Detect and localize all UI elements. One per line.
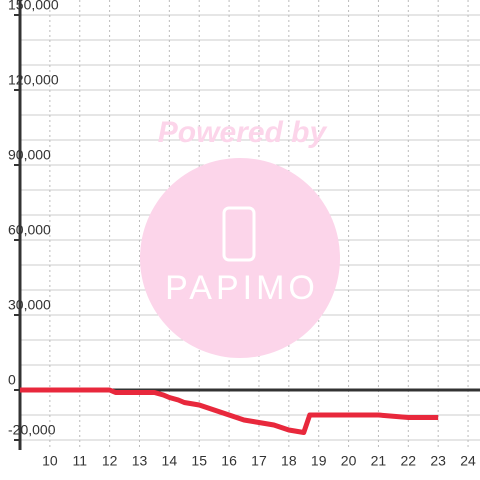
- x-tick-label: 13: [132, 453, 148, 469]
- y-tick-label: -20,000: [8, 422, 56, 438]
- x-tick-label: 14: [162, 453, 178, 469]
- x-tick-label: 15: [191, 453, 207, 469]
- data-line: [20, 387, 439, 435]
- x-tick-label: 20: [341, 453, 357, 469]
- y-tick-label: 120,000: [8, 72, 59, 88]
- axes: -20,000 0 30,000 60,000 90,000 120,000 150,000…: [8, 0, 480, 469]
- x-tick-label: 24: [460, 453, 476, 469]
- watermark-circle: [140, 158, 340, 358]
- x-tick-label: 19: [311, 453, 327, 469]
- watermark-text: Powered by: [158, 116, 328, 149]
- watermark: Powered by PAPIMO: [140, 116, 340, 358]
- x-tick-label: 16: [221, 453, 237, 469]
- x-tick-label: 22: [401, 453, 417, 469]
- x-tick-label: 12: [102, 453, 118, 469]
- x-tick-label: 23: [430, 453, 446, 469]
- x-tick-label: 18: [281, 453, 297, 469]
- x-tick-label: 11: [72, 453, 87, 469]
- y-tick-label: 90,000: [8, 147, 51, 163]
- y-tick-label: 0: [8, 372, 16, 388]
- x-tick-label: 17: [251, 453, 267, 469]
- y-tick-label: 60,000: [8, 222, 51, 238]
- watermark-text: PAPIMO: [165, 269, 319, 307]
- phone-icon: [222, 206, 256, 262]
- y-tick-label: 30,000: [8, 297, 51, 313]
- y-tick-label: 150,000: [8, 0, 59, 13]
- x-tick-label: 10: [42, 453, 58, 469]
- x-tick-label: 21: [371, 453, 387, 469]
